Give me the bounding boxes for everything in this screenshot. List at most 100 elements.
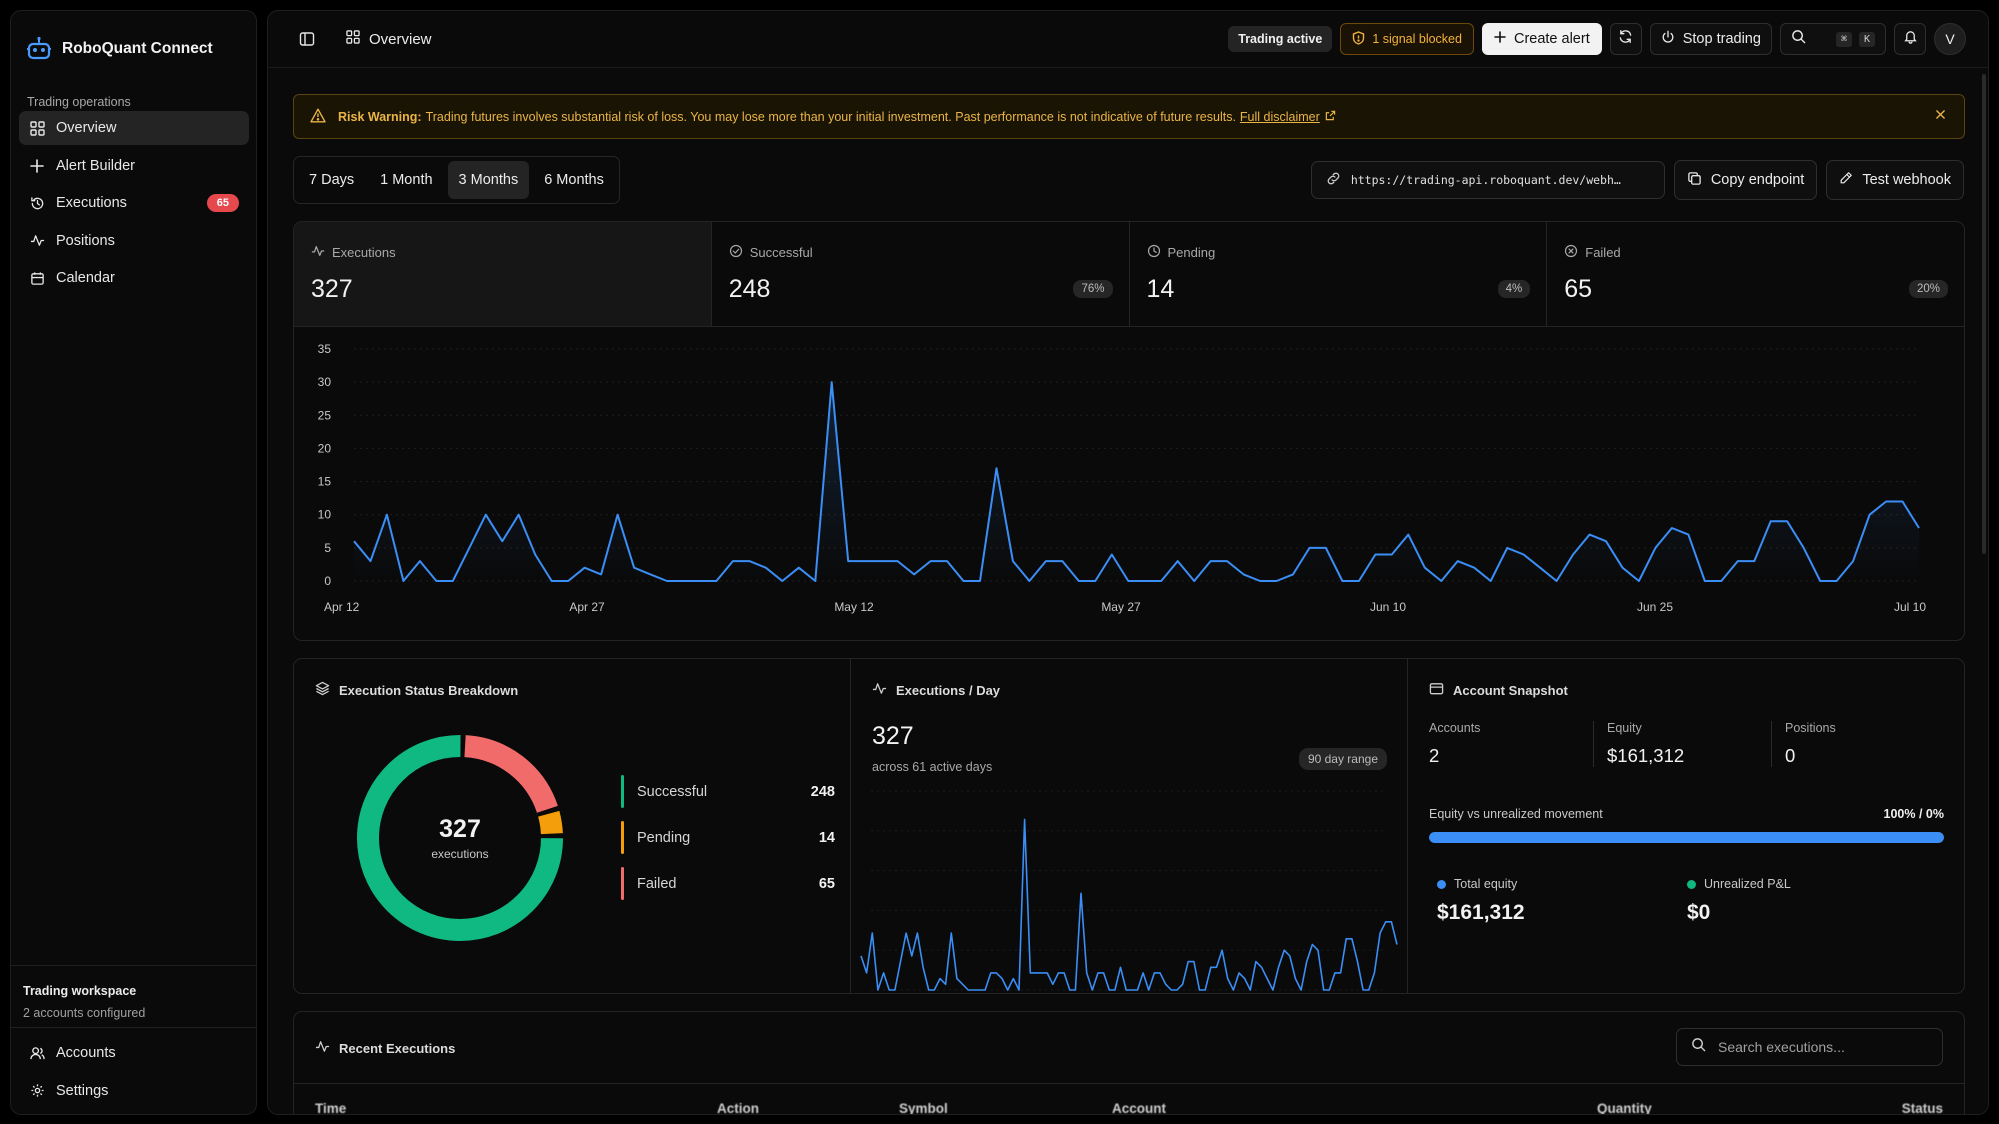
sidebar-toggle-icon[interactable] <box>296 28 318 50</box>
brand[interactable]: RoboQuant Connect <box>26 25 213 73</box>
banner-text: Trading futures involves substantial ris… <box>425 109 1236 124</box>
create-alert-button[interactable]: Create alert <box>1481 23 1602 55</box>
executions-line-chart[interactable]: 0 5 10 15 20 25 30 35 Apr 12 Apr 27 May 12 May 27 Ju… <box>294 327 1964 641</box>
external-link-icon <box>1325 110 1336 124</box>
test-webhook-button[interactable]: Test webhook <box>1826 160 1964 200</box>
sidebar-item-executions[interactable]: Executions 65 <box>19 186 249 220</box>
avatar[interactable]: V <box>1934 23 1966 55</box>
warning-triangle-icon <box>310 108 326 126</box>
blocked-signal-button[interactable]: 1 signal blocked <box>1340 23 1474 55</box>
copy-icon <box>1687 171 1702 190</box>
search-input[interactable] <box>1718 1039 1918 1055</box>
blocked-signal-label: 1 signal blocked <box>1372 32 1462 46</box>
scrollbar[interactable] <box>1982 74 1986 554</box>
column-header-time[interactable]: Time <box>315 1101 347 1115</box>
metric-value: 2 <box>1429 745 1440 766</box>
sidebar-item-accounts[interactable]: Accounts <box>19 1036 248 1070</box>
banner-title: Risk Warning: <box>338 109 422 124</box>
refresh-icon <box>1618 29 1633 49</box>
donut-slice-successful[interactable] <box>357 735 563 941</box>
plus-icon <box>29 158 45 174</box>
total-equity-label-row: Total equity <box>1437 877 1687 891</box>
card-title: Executions / Day <box>872 681 1000 699</box>
column-header-status[interactable]: Status <box>1901 1101 1943 1115</box>
sidebar-item-calendar[interactable]: Calendar <box>19 261 249 295</box>
trading-status-badge: Trading active <box>1228 26 1333 52</box>
clock-icon <box>1147 244 1161 261</box>
card-title: Recent Executions <box>315 1039 455 1057</box>
legend-color-bar <box>621 867 624 900</box>
stop-trading-label: Stop trading <box>1682 31 1761 47</box>
x-tick-label: May 27 <box>1101 600 1141 614</box>
donut-slice-failed[interactable] <box>464 735 558 814</box>
notifications-button[interactable] <box>1894 23 1926 55</box>
legend-value: 14 <box>818 829 835 846</box>
tab-6-months[interactable]: 6 Months <box>544 172 604 188</box>
donut-center: 327 executions <box>354 732 566 944</box>
stat-pending[interactable]: Pending 14 4% <box>1130 222 1548 326</box>
donut-chart[interactable] <box>354 732 566 944</box>
grid-icon <box>346 30 360 48</box>
tab-7-days[interactable]: 7 Days <box>309 172 355 188</box>
legend-item-failed: Failed 65 <box>621 867 835 900</box>
sidebar-item-alert-builder[interactable]: Alert Builder <box>19 149 249 183</box>
power-icon <box>1661 30 1675 48</box>
executions-overview-card: Executions 327 Successful 248 76% Pendin… <box>293 221 1965 641</box>
card-title-text: Executions / Day <box>896 682 1001 698</box>
copy-endpoint-button[interactable]: Copy endpoint <box>1673 160 1818 200</box>
tab-3-months[interactable]: 3 Months <box>447 161 530 199</box>
search-executions[interactable] <box>1676 1028 1943 1066</box>
account-metrics: Accounts 2 Equity $161,312 Positions 0 <box>1429 721 1949 767</box>
sidebar-bottom: Accounts Settings <box>11 1027 256 1111</box>
workspace-info: Trading workspace 2 accounts configured <box>11 965 256 1020</box>
robot-logo-icon <box>26 36 52 62</box>
tab-1-month[interactable]: 1 Month <box>380 172 433 188</box>
movement-label: Equity vs unrealized movement <box>1429 807 1603 821</box>
webhook-url-field[interactable]: https://trading-api.roboquant.dev/webh… <box>1310 161 1665 199</box>
legend-label: Failed <box>637 875 677 892</box>
webhook-controls: https://trading-api.roboquant.dev/webh… … <box>1310 160 1964 200</box>
per-day-sparkline[interactable] <box>851 777 1407 994</box>
metric-value: 0 <box>1785 745 1796 766</box>
stop-trading-button[interactable]: Stop trading <box>1649 23 1772 55</box>
activity-icon <box>315 1039 330 1057</box>
risk-warning-banner: Risk Warning: Trading futures involves s… <box>293 94 1965 139</box>
shield-alert-icon <box>1352 30 1365 48</box>
plus-icon <box>1494 31 1506 47</box>
range-tabs: 7 Days 1 Month 3 Months 6 Months <box>293 156 620 204</box>
column-header-quantity[interactable]: Quantity <box>1597 1101 1652 1115</box>
activity-icon <box>29 233 45 249</box>
summary-row: Execution Status Breakdown 327 execution… <box>293 658 1965 994</box>
stat-executions[interactable]: Executions 327 <box>294 222 712 326</box>
stat-successful[interactable]: Successful 248 76% <box>712 222 1130 326</box>
sidebar-item-overview[interactable]: Overview <box>19 111 249 145</box>
stat-tiles: Executions 327 Successful 248 76% Pendin… <box>294 222 1964 327</box>
stat-label-text: Pending <box>1167 245 1216 260</box>
stat-failed[interactable]: Failed 65 20% <box>1547 222 1964 326</box>
equity-progress-bar <box>1429 832 1944 843</box>
stat-percent-badge: 76% <box>1073 280 1113 298</box>
sidebar-item-positions[interactable]: Positions <box>19 224 249 258</box>
close-icon[interactable] <box>1935 109 1946 123</box>
sidebar-item-label: Accounts <box>56 1045 116 1061</box>
card-title-text: Account Snapshot <box>1453 682 1568 698</box>
stat-label: Successful <box>729 244 1112 261</box>
full-disclaimer-link[interactable]: Full disclaimer <box>1239 109 1320 124</box>
test-webhook-label: Test webhook <box>1862 172 1951 188</box>
unrealized-pnl: Unrealized P&L $0 <box>1687 877 1937 925</box>
sidebar-item-settings[interactable]: Settings <box>19 1074 248 1108</box>
link-icon <box>1326 171 1341 189</box>
command-search-button[interactable]: ⌘ K <box>1779 23 1886 55</box>
column-header-action[interactable]: Action <box>717 1101 759 1115</box>
donut-slice-pending[interactable] <box>538 810 563 835</box>
column-header-account[interactable]: Account <box>1112 1101 1166 1115</box>
blue-dot-icon <box>1437 879 1446 889</box>
refresh-button[interactable] <box>1609 23 1642 55</box>
bell-icon <box>1903 29 1918 49</box>
recent-executions-card: Recent Executions Time Action Symbol Acc… <box>293 1011 1965 1115</box>
y-tick-label: 25 <box>318 408 332 422</box>
legend-color-bar <box>621 775 624 808</box>
column-header-symbol[interactable]: Symbol <box>899 1101 948 1115</box>
y-tick-label: 10 <box>318 508 332 522</box>
total-equity-value: $161,312 <box>1437 901 1525 924</box>
